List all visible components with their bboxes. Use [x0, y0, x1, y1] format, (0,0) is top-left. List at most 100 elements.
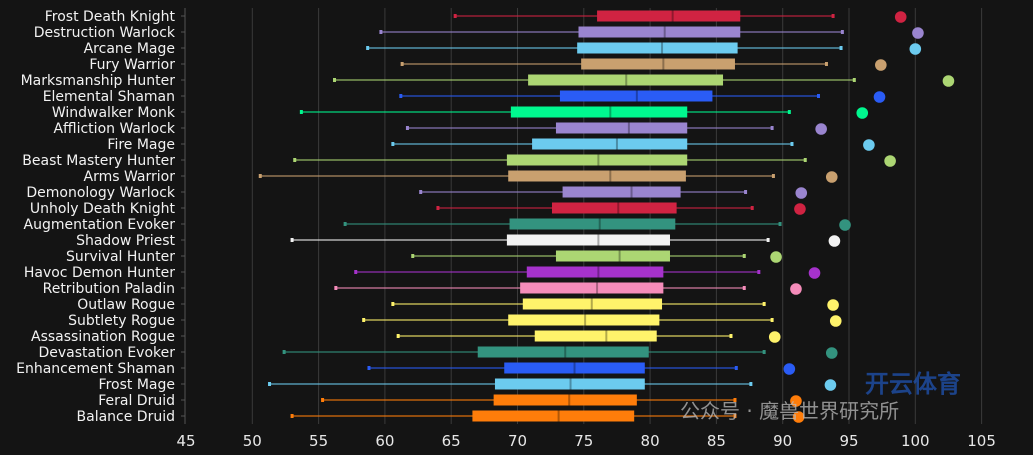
- watermark: 公众号 · 魔兽世界研究所 开云体育: [680, 370, 961, 423]
- median-mark: [671, 10, 674, 22]
- median-mark: [617, 202, 620, 214]
- box-iqr: [577, 42, 738, 54]
- x-tick-label: 50: [243, 432, 262, 450]
- box-iqr: [581, 58, 735, 70]
- whisker-min-cap: [453, 14, 457, 18]
- whisker-max-cap: [733, 414, 737, 418]
- whisker-max-cap: [742, 254, 746, 258]
- max-point: [790, 395, 802, 407]
- whisker-max-cap: [762, 350, 766, 354]
- max-point: [909, 43, 922, 55]
- watermark-text: 公众号 · 魔兽世界研究所: [680, 399, 899, 423]
- whisker-min-cap: [419, 190, 423, 194]
- x-tick-label: 100: [901, 432, 930, 450]
- category-label: Arms Warrior: [84, 169, 176, 185]
- whisker-max-cap: [803, 158, 807, 162]
- median-mark: [564, 346, 567, 358]
- box-row: Destruction Warlock: [34, 25, 924, 41]
- box-iqr: [578, 26, 741, 38]
- category-label: Retribution Paladin: [43, 281, 175, 297]
- whisker-min-cap: [367, 366, 371, 370]
- whisker-max-cap: [790, 142, 794, 146]
- category-label: Augmentation Evoker: [24, 217, 176, 233]
- whisker-max-cap: [750, 206, 754, 210]
- median-mark: [663, 26, 666, 38]
- median-mark: [568, 394, 571, 406]
- category-label: Affliction Warlock: [53, 121, 175, 137]
- box-iqr: [477, 346, 649, 358]
- box-row: Devastation Evoker: [38, 345, 838, 361]
- box-iqr: [551, 202, 677, 214]
- box-row: Enhancement Shaman: [16, 361, 796, 377]
- max-point: [770, 251, 782, 263]
- median-mark: [573, 362, 576, 374]
- box-row: Arms Warrior: [84, 169, 838, 185]
- max-point: [829, 315, 842, 327]
- box-iqr: [508, 170, 686, 182]
- median-mark: [661, 42, 664, 54]
- box-iqr: [506, 154, 688, 166]
- box-iqr: [494, 378, 645, 390]
- whisker-min-cap: [343, 222, 347, 226]
- x-tick-label: 95: [839, 432, 858, 450]
- max-point: [875, 59, 887, 71]
- x-tick-label: 80: [641, 432, 660, 450]
- box-row: Fury Warrior: [89, 57, 887, 73]
- max-point: [795, 187, 808, 199]
- median-mark: [630, 186, 633, 198]
- category-label: Fire Mage: [107, 137, 175, 153]
- box-iqr: [532, 138, 688, 150]
- box-iqr: [555, 250, 670, 262]
- x-tick-label: 70: [508, 432, 527, 450]
- max-point: [942, 75, 955, 87]
- whisker-min-cap: [290, 414, 294, 418]
- whisker-min-cap: [333, 78, 337, 82]
- category-label: Frost Death Knight: [45, 9, 176, 25]
- box-iqr: [534, 330, 657, 342]
- box-row: Affliction Warlock: [53, 121, 827, 137]
- whisker-min-cap: [258, 174, 262, 178]
- whisker-min-cap: [268, 382, 272, 386]
- category-label: Balance Druid: [77, 409, 175, 425]
- median-mark: [609, 106, 612, 118]
- box-iqr: [526, 266, 664, 278]
- whisker-max-cap: [778, 222, 782, 226]
- whisker-min-cap: [321, 398, 325, 402]
- box-row: Beast Mastery Hunter: [22, 153, 896, 169]
- box-iqr: [508, 314, 660, 326]
- whisker-min-cap: [436, 206, 440, 210]
- whisker-max-cap: [734, 366, 738, 370]
- max-point: [783, 363, 796, 375]
- category-label: Elemental Shaman: [43, 89, 175, 105]
- box-row: Unholy Death Knight: [30, 201, 806, 217]
- whisker-max-cap: [749, 382, 753, 386]
- category-label: Destruction Warlock: [34, 25, 176, 41]
- box-iqr: [597, 10, 741, 22]
- max-point: [825, 171, 838, 183]
- whisker-max-cap: [729, 334, 733, 338]
- whisker-max-cap: [839, 46, 843, 50]
- box-iqr: [522, 298, 663, 310]
- category-label: Havoc Demon Hunter: [24, 265, 175, 281]
- median-mark: [618, 250, 621, 262]
- box-iqr: [493, 394, 637, 406]
- whisker-max-cap: [840, 30, 844, 34]
- max-point: [824, 379, 837, 391]
- max-point: [794, 203, 806, 215]
- whisker-max-cap: [770, 318, 774, 322]
- max-point: [808, 267, 821, 279]
- median-mark: [557, 410, 560, 422]
- watermark-brand: 开云体育: [865, 370, 961, 398]
- x-tick-label: 45: [176, 432, 195, 450]
- whisker-min-cap: [405, 126, 409, 130]
- median-mark: [598, 218, 601, 230]
- box-row: Outlaw Rogue: [77, 297, 839, 313]
- box-row: Fire Mage: [107, 137, 875, 153]
- whisker-min-cap: [399, 94, 403, 98]
- box-row: Arcane Mage: [84, 41, 922, 57]
- x-tick-label: 65: [442, 432, 461, 450]
- whisker-max-cap: [817, 94, 821, 98]
- whisker-max-cap: [770, 126, 774, 130]
- whisker-max-cap: [766, 238, 770, 242]
- category-label: Beast Mastery Hunter: [22, 153, 175, 169]
